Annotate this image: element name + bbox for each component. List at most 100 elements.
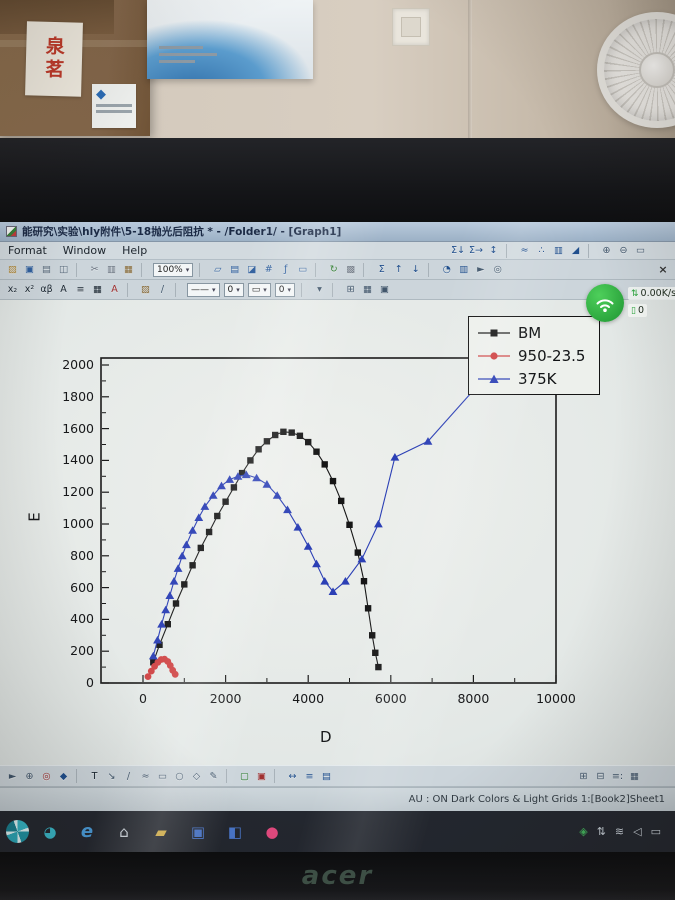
taskbar-app-explorer[interactable]: ▰ <box>155 822 167 841</box>
polygon-tool-icon[interactable]: ◇ <box>192 770 201 782</box>
tray-battery-icon[interactable]: ▭ <box>650 825 661 838</box>
menu-format[interactable]: Format <box>8 244 47 257</box>
save-project-icon[interactable]: ▣ <box>25 264 34 275</box>
mask-tool-icon[interactable]: ▢ <box>240 770 249 782</box>
legend-label: 950-23.5 <box>518 346 586 365</box>
circle-tool-icon[interactable]: ○ <box>175 770 184 782</box>
magnifier-icon[interactable]: ◎ <box>493 264 502 275</box>
data-reader-icon[interactable]: ◎ <box>42 770 51 782</box>
stats-row-icon[interactable]: Σ→ <box>469 245 483 256</box>
worksheet-icon[interactable]: ▦ <box>363 284 373 295</box>
x-tick-label: 2000 <box>209 691 242 706</box>
align-button[interactable]: ≡ <box>76 284 85 295</box>
layer-icon[interactable]: ▣ <box>380 284 390 295</box>
plot-svg[interactable] <box>100 357 557 684</box>
data-selector-icon[interactable]: ◆ <box>59 770 68 782</box>
taskbar-app-home[interactable]: ⌂ <box>119 822 129 841</box>
open-project-icon[interactable]: ▨ <box>8 264 17 275</box>
taskbar-app-ie[interactable]: e <box>80 821 94 842</box>
tray-security-icon[interactable]: ◈ <box>579 825 588 838</box>
sort-ascending-icon[interactable]: ↑ <box>394 264 403 275</box>
subscript-button[interactable]: x₂ <box>7 284 18 295</box>
column-plot-icon[interactable]: ▥ <box>554 245 563 256</box>
zoom-tool-icon[interactable]: ⊕ <box>25 770 34 782</box>
grid-icon[interactable]: ⊞ <box>346 284 355 295</box>
new-project-icon[interactable]: ▱ <box>214 264 222 275</box>
refresh-icon[interactable]: ↻ <box>329 264 338 275</box>
y-tick-label: 600 <box>70 579 94 595</box>
symbol-style-dropdown[interactable]: ▭ ▾ <box>247 282 271 297</box>
unmask-tool-icon[interactable]: ▣ <box>257 770 266 782</box>
taskbar-app-browser360[interactable]: ◕ <box>43 822 57 841</box>
legend-item: BM <box>477 322 591 343</box>
tray-volume-icon[interactable]: ◁ <box>633 825 642 838</box>
tray-wifi-icon[interactable]: ≋ <box>614 825 625 838</box>
system-tray: ◈ ⇅ ≋ ◁ ▭ <box>579 825 675 838</box>
draw-line-icon[interactable]: / <box>160 284 165 295</box>
zoom-out-icon[interactable]: ⊖ <box>619 245 628 256</box>
legend-tool-icon[interactable]: ≡ <box>305 770 314 782</box>
add-layer-icon[interactable]: ⊞ <box>579 770 588 782</box>
new-layout-icon[interactable]: ▭ <box>298 264 308 275</box>
area-plot-icon[interactable]: ◢ <box>571 245 580 256</box>
titlebar[interactable]: 能研究\实验\hly附件\5-18抛光后阻抗 * - /Folder1/ - [… <box>0 222 675 242</box>
new-graph-icon[interactable]: ◪ <box>247 264 257 275</box>
print-icon[interactable]: ▤ <box>42 264 51 275</box>
laptop-bottom-bezel: acer <box>0 852 675 900</box>
print-preview-icon[interactable]: ◫ <box>59 264 68 275</box>
symbol-size-dropdown[interactable]: 0 ▾ <box>274 282 296 297</box>
line-plot-icon[interactable]: ≈ <box>520 245 529 256</box>
pointer-tool-icon[interactable]: ► <box>8 770 17 782</box>
remove-layer-icon[interactable]: ⊟ <box>596 770 605 782</box>
new-matrix-icon[interactable]: # <box>264 264 273 275</box>
new-function-icon[interactable]: ƒ <box>284 264 288 275</box>
tray-network-icon[interactable]: ⇅ <box>596 825 606 838</box>
taskbar-app-pink[interactable]: ● <box>265 822 279 841</box>
line-style-dropdown[interactable]: —— ▾ <box>187 282 220 297</box>
chart-legend[interactable]: BM 950-23.5 375K <box>468 316 600 395</box>
menu-help[interactable]: Help <box>122 244 148 257</box>
layer-contents-icon[interactable]: ≡: <box>611 770 624 782</box>
freehand-tool-icon[interactable]: ✎ <box>209 770 218 782</box>
wifi-share-icon[interactable] <box>586 284 624 322</box>
copy-icon[interactable]: ▥ <box>107 264 116 275</box>
paste-icon[interactable]: ▦ <box>124 264 133 275</box>
layer-arrange-icon[interactable]: ▦ <box>630 770 639 782</box>
text-tool-icon[interactable]: T <box>91 770 98 782</box>
arrow-style-icon[interactable]: ▾ <box>317 284 322 295</box>
greek-button[interactable]: αβ <box>40 284 53 295</box>
sort-descending-icon[interactable]: ↓ <box>411 264 420 275</box>
date-stamp-icon[interactable]: ▤ <box>322 770 331 782</box>
menu-window[interactable]: Window <box>62 244 107 257</box>
stats-column-icon[interactable]: Σ↓ <box>451 245 466 256</box>
fill-color-icon[interactable]: ▨ <box>141 284 150 295</box>
net-speed-widget[interactable]: ⇅ 0.00K/s ▯ 0 <box>586 284 675 326</box>
font-color-button[interactable]: A <box>111 284 118 295</box>
status-bar: AU : ON Dark Colors & Light Grids 1:[Boo… <box>0 787 675 811</box>
rectangle-tool-icon[interactable]: ▭ <box>158 770 167 782</box>
bar-chart-icon[interactable]: ▥ <box>459 264 469 275</box>
sort-icon[interactable]: ↕ <box>489 245 498 256</box>
pointer-icon[interactable]: ► <box>477 264 485 275</box>
duplicate-icon[interactable]: ▩ <box>346 264 356 275</box>
full-page-icon[interactable]: ▭ <box>636 245 645 256</box>
new-worksheet-icon[interactable]: ▤ <box>230 264 240 275</box>
cut-icon[interactable]: ✂ <box>90 264 99 275</box>
taskbar-app-word[interactable]: ▣ <box>190 822 206 841</box>
start-button[interactable] <box>6 820 29 843</box>
scatter-plot-icon[interactable]: ∴ <box>538 245 545 256</box>
zoom-in-icon[interactable]: ⊕ <box>602 245 611 256</box>
taskbar-app-notes[interactable]: ◧ <box>227 822 243 841</box>
pattern-button[interactable]: ▦ <box>93 284 102 295</box>
bold-button[interactable]: A <box>60 284 67 295</box>
superscript-button[interactable]: x² <box>24 284 35 295</box>
toolbar-close-button[interactable]: × <box>658 263 668 276</box>
curve-tool-icon[interactable]: ≈ <box>141 770 150 782</box>
rescale-tool-icon[interactable]: ↔ <box>288 770 297 782</box>
arrow-tool-icon[interactable]: ↘ <box>107 770 116 782</box>
sum-icon[interactable]: Σ <box>378 264 385 275</box>
line-tool-icon[interactable]: / <box>126 770 131 782</box>
pie-chart-icon[interactable]: ◔ <box>442 264 451 275</box>
line-width-dropdown[interactable]: 0 ▾ <box>223 282 244 297</box>
zoom-dropdown[interactable]: 100% ▾ <box>153 262 194 277</box>
